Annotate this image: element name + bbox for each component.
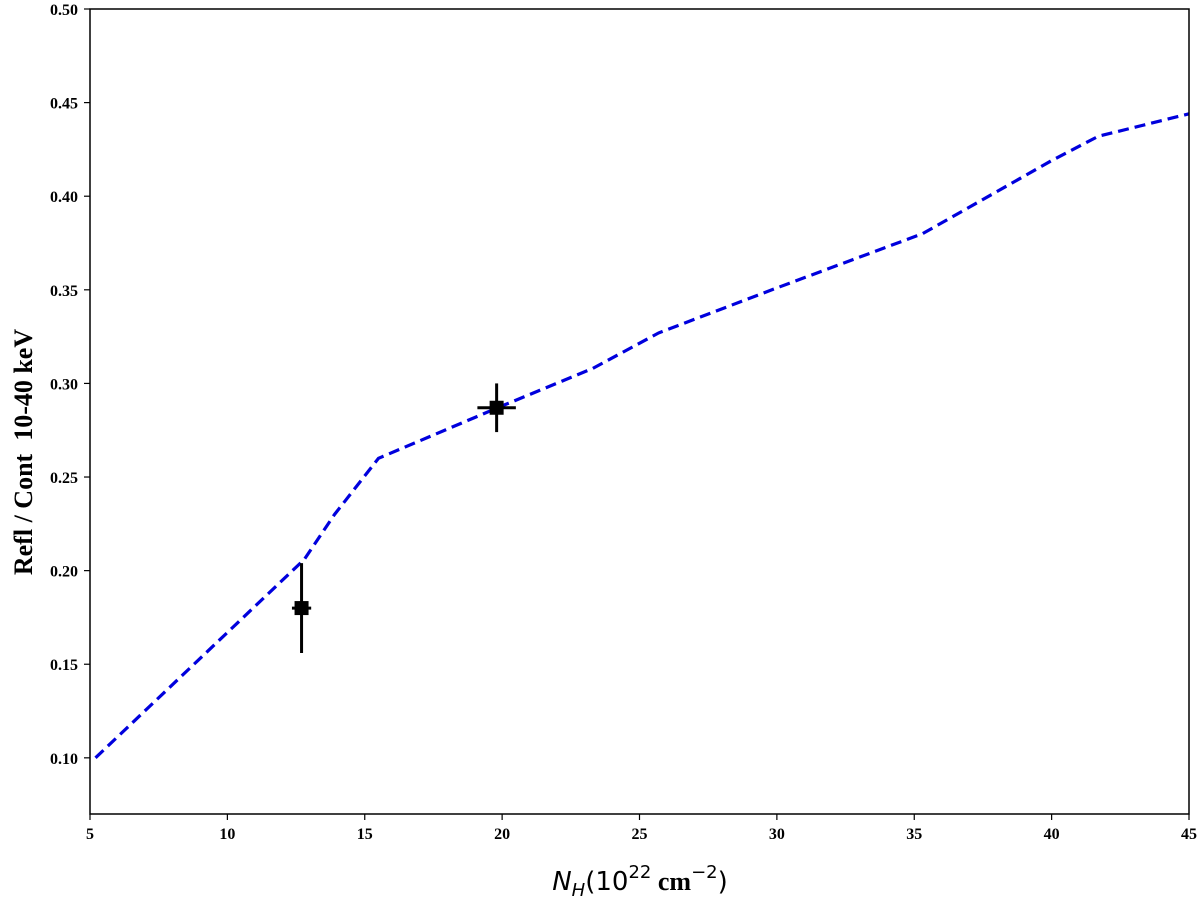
y-tick-label: 0.50 xyxy=(50,2,78,19)
x-label-subscript: H xyxy=(572,880,586,900)
y-tick-label: 0.40 xyxy=(50,189,78,206)
plot-frame xyxy=(89,8,1190,815)
plot-marks xyxy=(94,112,1190,759)
x-axis-label: NH(1022 cm−2) xyxy=(552,862,728,900)
x-tick-label: 5 xyxy=(86,826,94,843)
data-point xyxy=(489,400,504,415)
x-tick-label: 30 xyxy=(769,826,785,843)
y-tick-label: 0.35 xyxy=(50,283,78,300)
y-tick-label: 0.45 xyxy=(50,96,78,113)
x-label-exponent: 22 xyxy=(628,862,651,883)
y-axis-label: Refl / Cont 10-40 keV xyxy=(9,329,38,575)
x-label-prefix: (10 xyxy=(585,867,628,897)
y-tick-label: 0.25 xyxy=(50,470,78,487)
y-tick-label: 0.10 xyxy=(50,751,78,768)
x-tick-label: 40 xyxy=(1044,826,1060,843)
y-tick-label: 0.20 xyxy=(50,564,78,581)
x-label-symbol: N xyxy=(552,867,571,897)
model-curve xyxy=(94,112,1190,759)
x-tick-label: 15 xyxy=(357,826,373,843)
y-axis: 0.10 0.15 0.20 0.25 0.30 0.35 0.40 0.45 0.50 xyxy=(50,2,90,768)
x-label-suffix: ) xyxy=(718,867,728,897)
y-tick-label: 0.15 xyxy=(50,657,78,674)
data-point xyxy=(294,601,309,616)
x-tick-label: 35 xyxy=(906,826,922,843)
x-label-unit: cm xyxy=(651,867,691,896)
x-tick-label: 10 xyxy=(219,826,235,843)
y-tick-label: 0.30 xyxy=(50,376,78,393)
x-label-unit-exponent: −2 xyxy=(691,862,718,883)
x-tick-label: 45 xyxy=(1181,826,1197,843)
x-axis: 5 10 15 20 25 30 35 40 45 xyxy=(86,814,1197,843)
x-tick-label: 25 xyxy=(632,826,648,843)
x-tick-label: 20 xyxy=(494,826,510,843)
